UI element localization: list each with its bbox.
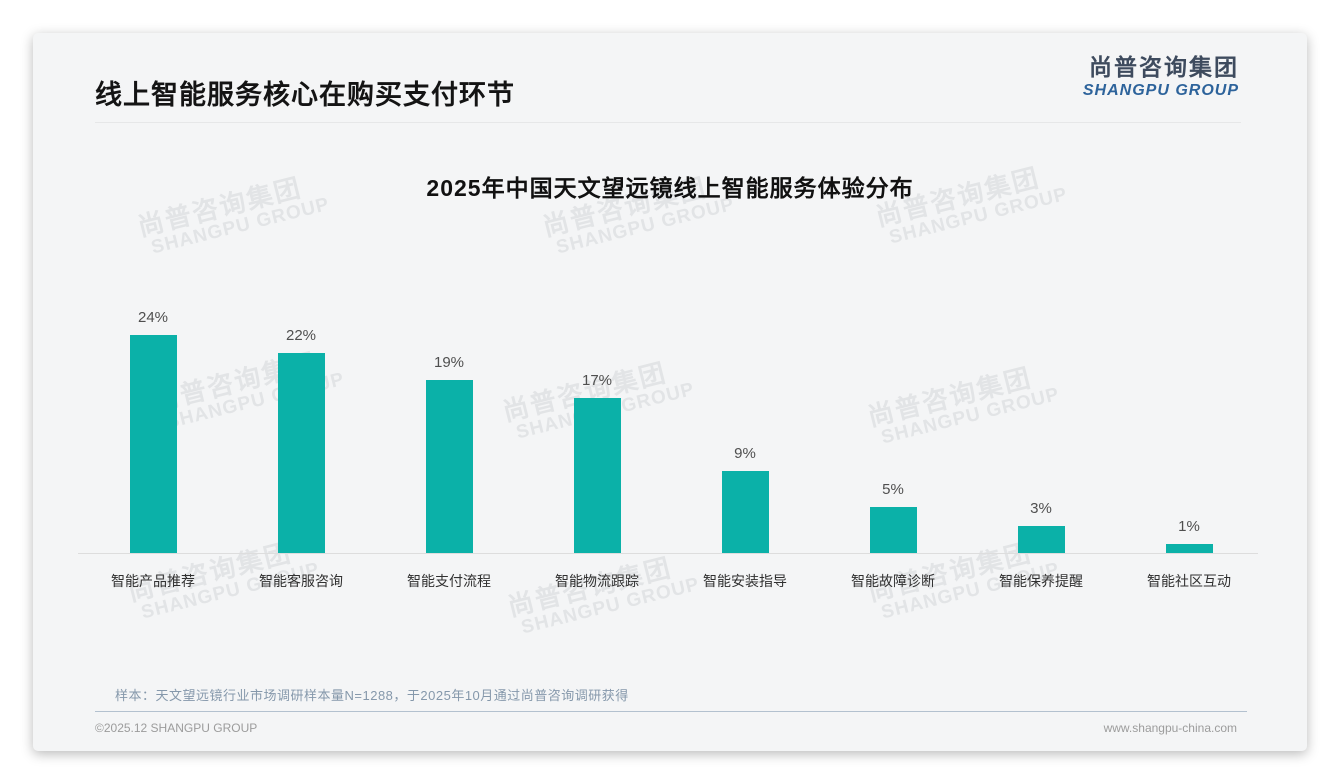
bar-8 — [1165, 544, 1213, 553]
logo-text-en: SHANGPU GROUP — [1082, 82, 1239, 100]
footer-divider — [95, 711, 1247, 712]
bar-6 — [869, 507, 917, 553]
bar-value-label: 9% — [734, 445, 756, 462]
header-divider — [95, 122, 1241, 123]
bar-1 — [129, 335, 177, 553]
shangpu-logo: 尚普咨询集团 SHANGPU GROUP — [1082, 54, 1239, 100]
page-title: 线上智能服务核心在购买支付环节 — [95, 80, 515, 110]
sample-footnote: 样本：天文望远镜行业市场调研样本量N=1288，于2025年10月通过尚普咨询调… — [115, 688, 629, 703]
slide-card: 尚普咨询集团 SHANGPU GROUP 尚普咨询集团 SHANGPU GROUP 尚普… — [33, 33, 1307, 751]
category-label: 智能社区互动 — [1147, 573, 1231, 589]
category-label: 智能物流跟踪 — [555, 573, 639, 589]
footer-copyright: ©2025.12 SHANGPU GROUP — [95, 721, 258, 735]
x-axis-line — [78, 553, 1258, 554]
category-label: 智能支付流程 — [407, 573, 491, 589]
bar-2 — [277, 353, 325, 553]
bar-plot: 24% 智能产品推荐 22% 智能客服咨询 19% 智能支付流程 17% 智能物流跟踪 9% 智能… — [33, 33, 1307, 751]
bar-3 — [425, 380, 473, 553]
bar-value-label: 3% — [1030, 500, 1052, 517]
bar-value-label: 19% — [433, 354, 465, 371]
bar-value-label: 1% — [1178, 518, 1200, 535]
footer-website: www.shangpu-china.com — [1103, 721, 1237, 735]
category-label: 智能产品推荐 — [111, 573, 195, 589]
bar-value-label: 22% — [285, 327, 317, 344]
bar-value-label: 17% — [581, 372, 613, 389]
bar-5 — [721, 471, 769, 553]
category-label: 智能安装指导 — [703, 573, 787, 589]
bar-7 — [1017, 526, 1065, 553]
category-label: 智能客服咨询 — [259, 573, 343, 589]
bar-value-label: 5% — [882, 481, 904, 498]
chart-title: 2025年中国天文望远镜线上智能服务体验分布 — [426, 175, 914, 201]
bar-value-label: 24% — [137, 309, 169, 326]
category-label: 智能保养提醒 — [999, 573, 1083, 589]
logo-text-cn: 尚普咨询集团 — [1089, 54, 1239, 80]
bar-4 — [573, 398, 621, 553]
category-label: 智能故障诊断 — [851, 573, 935, 589]
